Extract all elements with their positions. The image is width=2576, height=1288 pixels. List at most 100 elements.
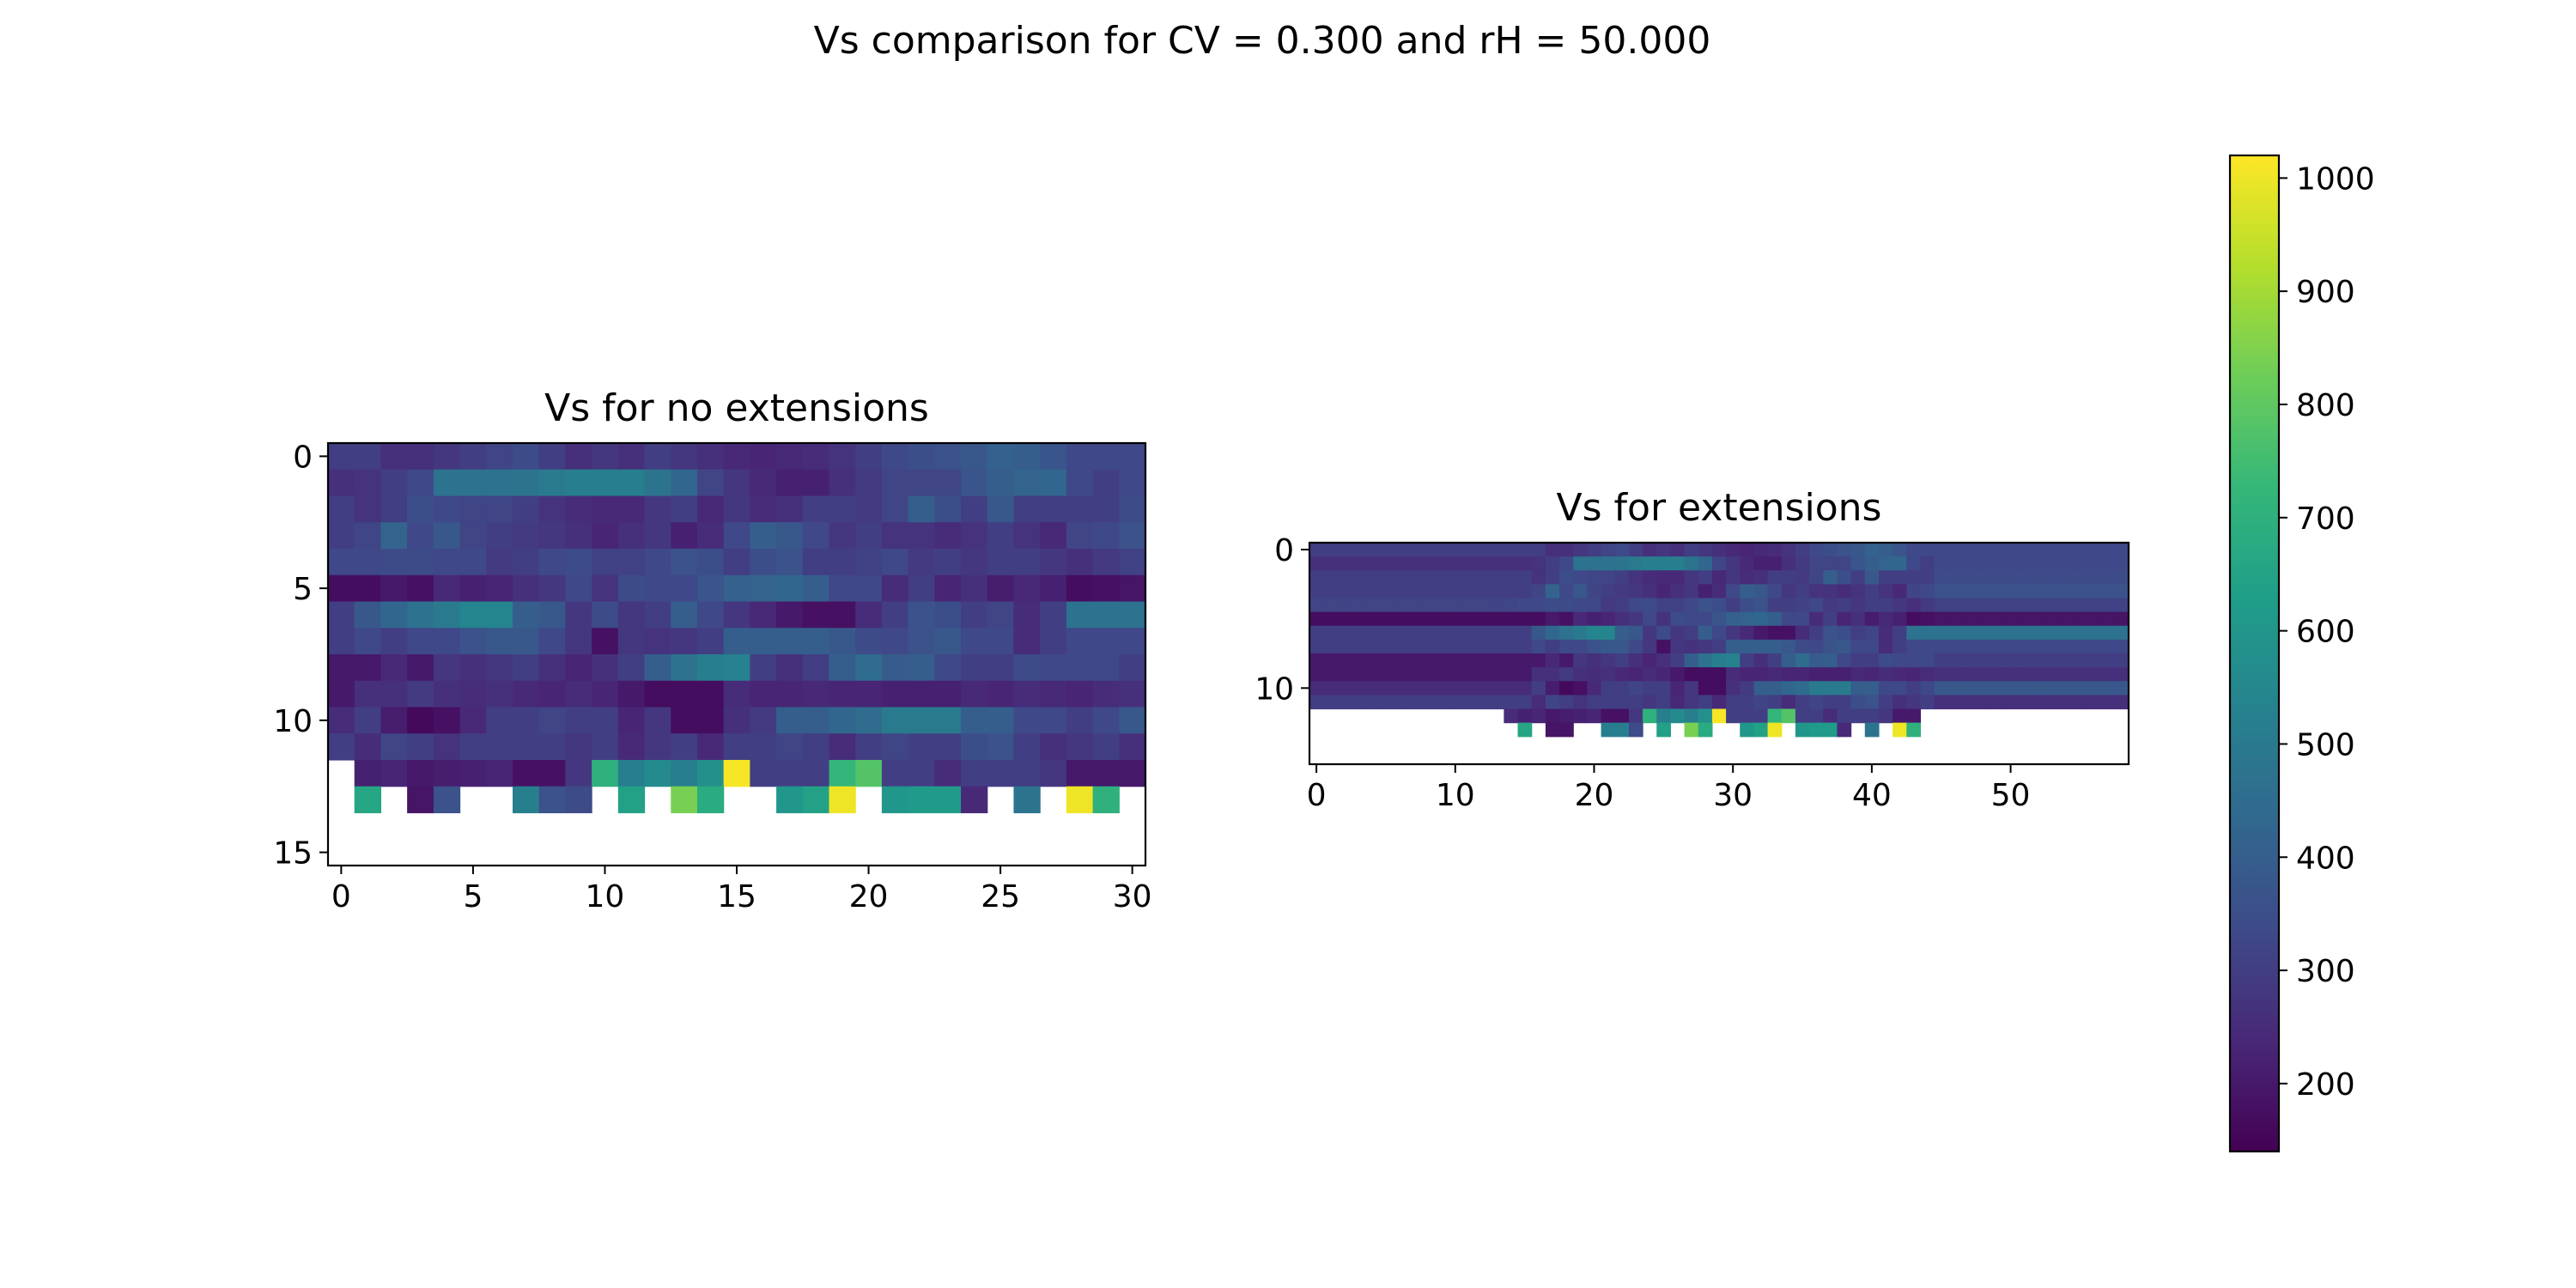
heatmap-cell <box>512 574 540 603</box>
heatmap-cell <box>1545 584 1560 599</box>
heatmap-cell <box>2100 653 2116 668</box>
heatmap-cell <box>908 443 935 471</box>
heatmap-cell <box>407 654 434 682</box>
heatmap-cell <box>829 733 856 761</box>
heatmap-cell <box>1753 584 1769 599</box>
heatmap-cell <box>538 443 566 471</box>
heatmap-cell <box>1628 570 1643 585</box>
heatmap-cell <box>1823 556 1838 571</box>
heatmap-cell <box>1990 543 2005 557</box>
heatmap-cell <box>1781 708 1796 724</box>
heatmap-extensions: Vs for extensions 0 10 20 30 40 50 0 10 <box>1255 486 2130 813</box>
heatmap-cell <box>1545 653 1560 668</box>
heatmap-cell <box>1573 598 1588 613</box>
heatmap-cell <box>987 443 1015 471</box>
heatmap-cell <box>908 707 935 734</box>
heatmap-cell <box>1795 611 1810 627</box>
heatmap-cell <box>750 549 777 576</box>
heatmap-cell <box>1587 625 1602 641</box>
heatmap-cell <box>2114 598 2129 613</box>
heatmap-cell <box>1893 598 1907 613</box>
heatmap-cell <box>617 495 646 523</box>
heatmap-cell <box>1573 543 1588 557</box>
heatmap-cell <box>1698 681 1713 696</box>
x-tick-label: 40 <box>1852 778 1892 813</box>
heatmap-cell <box>1934 667 1949 682</box>
heatmap-cell <box>987 495 1015 523</box>
heatmap-cell <box>538 786 566 814</box>
heatmap-cell <box>1893 570 1907 585</box>
heatmap-cell <box>328 495 355 523</box>
heatmap-cell <box>1448 695 1463 710</box>
heatmap-cell <box>1434 584 1449 599</box>
heatmap-cell <box>2031 625 2046 641</box>
heatmap-cell <box>987 628 1015 655</box>
heatmap-cell <box>1545 667 1560 682</box>
heatmap-cell <box>1740 625 1755 641</box>
heatmap-cell <box>1040 522 1067 550</box>
heatmap-cell <box>1795 639 1810 654</box>
heatmap-cell <box>1351 625 1366 641</box>
heatmap-cell <box>2073 584 2088 599</box>
heatmap-cell <box>1628 584 1643 599</box>
x-tick-label: 30 <box>1713 778 1753 813</box>
heatmap-cell <box>1961 543 1977 557</box>
heatmap-cell <box>987 601 1015 629</box>
heatmap-cell <box>855 522 883 550</box>
heatmap-cell <box>1990 556 2005 571</box>
heatmap-cell <box>1976 543 1990 557</box>
heatmap-cell <box>1517 556 1533 571</box>
heatmap-cell <box>881 495 909 523</box>
heatmap-cell <box>2073 611 2088 627</box>
heatmap-cell <box>1587 639 1602 654</box>
heatmap-cell <box>1531 653 1546 668</box>
heatmap-cell <box>2031 667 2046 682</box>
heatmap-cell <box>1351 667 1366 682</box>
heatmap-cell <box>1698 708 1713 724</box>
heatmap-cell <box>1378 598 1394 613</box>
heatmap-cell <box>1013 654 1041 682</box>
heatmap-cell <box>671 707 698 734</box>
heatmap-cell <box>1850 653 1866 668</box>
heatmap-cell <box>1119 443 1146 471</box>
heatmap-cell <box>1823 543 1838 557</box>
heatmap-cell <box>855 733 883 761</box>
heatmap-cell <box>644 443 671 471</box>
heatmap-cell <box>1545 708 1560 724</box>
heatmap-cell <box>380 443 408 471</box>
heatmap-cell <box>1711 543 1727 557</box>
heatmap-cell <box>1947 653 1963 668</box>
figure-title: Vs comparison for CV = 0.300 and rH = 50… <box>814 19 1711 63</box>
heatmap-cell <box>512 469 540 497</box>
heatmap-cell <box>380 628 408 655</box>
heatmap-cell <box>1393 570 1407 585</box>
heatmap-cell <box>1531 639 1546 654</box>
heatmap-cell <box>2031 611 2046 627</box>
heatmap-cell <box>1614 584 1630 599</box>
heatmap-cell <box>538 601 566 629</box>
heatmap-cell <box>1906 584 1922 599</box>
heatmap-cell <box>1337 639 1352 654</box>
heatmap-cell <box>1656 543 1672 557</box>
heatmap-cell <box>802 601 830 629</box>
heatmap-cell <box>987 522 1015 550</box>
heatmap-cell <box>2017 570 2032 585</box>
heatmap-cell <box>1587 611 1602 627</box>
heatmap-cell <box>1643 708 1657 724</box>
heatmap-cell <box>1726 543 1741 557</box>
heatmap-cell <box>1823 722 1838 738</box>
heatmap-cell <box>1837 570 1852 585</box>
heatmap-cell <box>512 680 540 708</box>
heatmap-cell <box>1614 653 1630 668</box>
heatmap-cell <box>1066 760 1094 787</box>
heatmap-cell <box>1656 695 1672 710</box>
heatmap-cell <box>1781 584 1796 599</box>
heatmap-cell <box>1753 543 1769 557</box>
heatmap-cell <box>1587 543 1602 557</box>
heatmap-cell <box>1670 556 1686 571</box>
heatmap-cell <box>1434 653 1449 668</box>
heatmap-cell <box>1420 625 1436 641</box>
heatmap-cell <box>1351 556 1366 571</box>
heatmap-cell <box>1517 639 1533 654</box>
heatmap-cell <box>1614 681 1630 696</box>
